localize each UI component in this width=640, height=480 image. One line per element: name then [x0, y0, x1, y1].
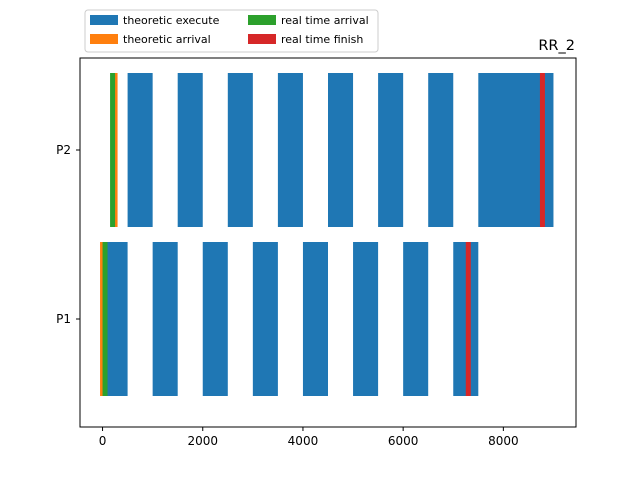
real-time-arrival-marker-p2 [110, 73, 116, 227]
chart-title: RR_2 [538, 38, 575, 54]
real-time-arrival-marker-p1 [102, 242, 108, 396]
execute-bar-p1-5 [353, 242, 379, 396]
y-tick-label-p1: P1 [56, 312, 71, 326]
theoretic-arrival-marker-p2 [112, 73, 118, 227]
real-time-finish-marker-p1 [465, 242, 471, 396]
legend-label-3: real time finish [281, 33, 363, 46]
legend-label-1: theoretic arrival [123, 33, 211, 46]
execute-bar-p2-8 [127, 73, 153, 227]
x-tick-label: 2000 [187, 434, 218, 448]
events-layer [100, 73, 545, 396]
legend-swatch-3 [248, 34, 276, 44]
execute-bar-p1-3 [252, 242, 278, 396]
plot-frame [79, 57, 577, 428]
bars-layer [102, 73, 554, 396]
y-tick-label-p2: P2 [56, 143, 71, 157]
x-tick-label: 6000 [388, 434, 419, 448]
execute-bar-p1-4 [302, 242, 328, 396]
execute-bar-p2-13 [378, 73, 404, 227]
y-axis: P1 P2 [56, 143, 80, 326]
real-time-finish-marker-p2 [539, 73, 545, 227]
x-tick-label: 8000 [488, 434, 519, 448]
legend-label-2: real time arrival [281, 14, 369, 27]
execute-bar-p1-1 [152, 242, 178, 396]
execute-bar-p2-10 [227, 73, 253, 227]
x-axis: 0 2000 4000 6000 8000 [99, 427, 519, 448]
execute-bar-p2-9 [177, 73, 203, 227]
execute-bar-p2-14 [428, 73, 454, 227]
execute-bar-p1-7 [453, 242, 479, 396]
x-tick-label: 0 [99, 434, 107, 448]
x-tick-label: 4000 [288, 434, 319, 448]
legend-label-0: theoretic execute [123, 14, 220, 27]
execute-bar-p2-11 [277, 73, 303, 227]
legend-box [84, 9, 379, 53]
legend-swatch-1 [90, 34, 118, 44]
legend-swatch-2 [248, 15, 276, 25]
legend-swatch-0 [90, 15, 118, 25]
theoretic-arrival-marker-p1 [100, 242, 106, 396]
legend: theoretic execute theoretic arrival real t… [84, 9, 379, 53]
execute-bar-p2-12 [328, 73, 354, 227]
execute-bar-p1-6 [403, 242, 429, 396]
execute-bar-p1-2 [202, 242, 228, 396]
